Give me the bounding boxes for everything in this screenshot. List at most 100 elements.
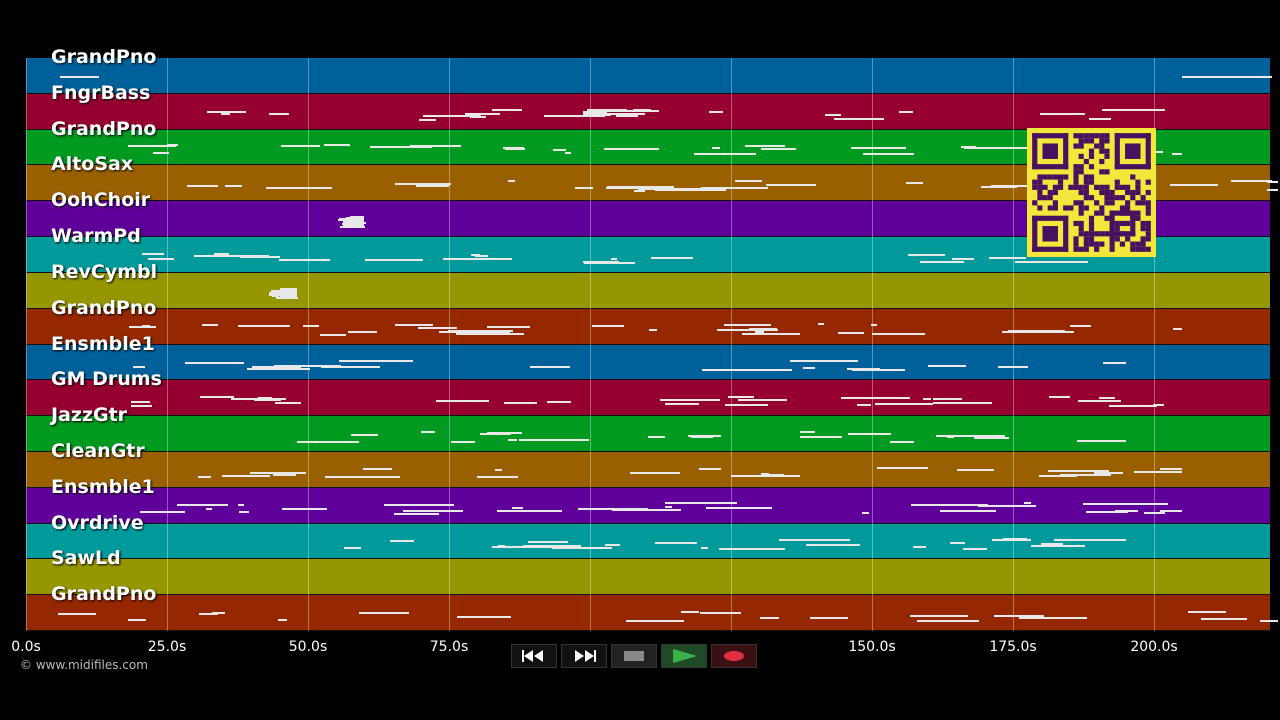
note: [302, 324, 319, 327]
note: [1173, 328, 1183, 331]
record-button[interactable]: [711, 644, 757, 668]
note: [1182, 75, 1273, 78]
note: [346, 223, 365, 226]
note: [132, 365, 145, 368]
note: [587, 108, 628, 111]
note: [492, 108, 522, 111]
note: [824, 114, 842, 117]
note: [347, 330, 377, 333]
note: [790, 359, 859, 362]
grid-line: [1013, 58, 1014, 631]
stop-icon: [624, 651, 644, 661]
note: [275, 297, 297, 300]
note: [410, 144, 441, 147]
note: [1015, 260, 1089, 263]
note: [213, 252, 230, 255]
note: [932, 402, 993, 405]
note: [365, 475, 401, 478]
track-label: RevCymbl: [51, 260, 158, 283]
copyright-text: © www.midifiles.com: [20, 658, 148, 672]
note: [130, 401, 150, 404]
note: [491, 546, 561, 549]
grid-line: [731, 58, 732, 631]
note: [394, 324, 433, 326]
note: [964, 146, 1031, 149]
note: [665, 505, 672, 508]
note: [634, 190, 645, 193]
note: [684, 611, 700, 614]
note: [271, 289, 297, 292]
note: [665, 403, 699, 406]
note: [649, 329, 657, 332]
note: [709, 110, 723, 113]
track-label: SawLd: [51, 547, 121, 570]
note: [1093, 471, 1123, 474]
note: [951, 257, 975, 260]
note: [275, 294, 297, 296]
note: [275, 401, 302, 404]
note: [633, 108, 651, 111]
stop-button[interactable]: [611, 644, 657, 668]
note: [393, 512, 440, 515]
note: [479, 433, 511, 436]
note: [716, 329, 778, 332]
track-label: GrandPno: [51, 117, 157, 140]
note: [1201, 617, 1247, 620]
note: [273, 364, 341, 367]
note: [277, 618, 288, 621]
note: [913, 546, 927, 549]
note: [523, 544, 582, 547]
rewind-button[interactable]: [511, 644, 557, 668]
note: [961, 145, 977, 148]
qr-code-image: [1032, 133, 1151, 252]
note: [738, 399, 788, 402]
note: [993, 614, 1045, 617]
note: [760, 148, 797, 150]
note: [1187, 610, 1226, 613]
note: [626, 619, 685, 622]
track-label: Ensmble1: [51, 475, 155, 498]
note: [518, 438, 589, 441]
note: [582, 260, 620, 263]
note: [1076, 440, 1126, 443]
note: [655, 541, 698, 544]
note: [712, 147, 720, 150]
note: [206, 110, 247, 113]
note: [551, 546, 612, 549]
grid-line: [167, 58, 168, 631]
note: [281, 144, 321, 147]
note: [702, 368, 759, 371]
note: [147, 258, 175, 260]
note: [834, 118, 884, 121]
note: [603, 147, 660, 150]
note: [324, 144, 351, 147]
time-tick-label: 175.0s: [989, 639, 1037, 655]
note: [1031, 544, 1085, 547]
note: [435, 400, 490, 403]
note: [583, 110, 607, 113]
note: [340, 218, 365, 221]
note: [698, 467, 722, 470]
note: [339, 360, 400, 363]
note: [1102, 361, 1126, 364]
note: [131, 404, 153, 407]
note: [177, 504, 229, 507]
play-icon: [673, 649, 697, 663]
note: [847, 368, 880, 371]
note: [768, 474, 784, 477]
note: [221, 475, 271, 478]
note: [129, 326, 157, 329]
note: [747, 145, 785, 148]
note: [1171, 184, 1219, 186]
time-tick-label: 150.0s: [848, 639, 896, 655]
track-lane: [26, 380, 1270, 417]
note: [611, 258, 617, 261]
note: [350, 215, 362, 218]
note: [507, 325, 531, 328]
play-button[interactable]: [661, 644, 707, 668]
note: [705, 507, 772, 510]
note: [1038, 475, 1077, 478]
note: [1023, 502, 1032, 505]
fast-forward-button[interactable]: [561, 644, 607, 668]
note: [250, 471, 306, 474]
